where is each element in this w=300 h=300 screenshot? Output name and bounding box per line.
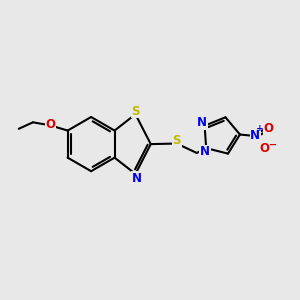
- Text: O: O: [260, 142, 269, 155]
- Text: N: N: [200, 146, 210, 158]
- Text: O: O: [46, 118, 56, 131]
- Text: O: O: [263, 122, 273, 135]
- Text: S: S: [131, 105, 140, 118]
- Text: N: N: [132, 172, 142, 184]
- Text: N: N: [250, 129, 260, 142]
- Text: −: −: [269, 140, 277, 150]
- Text: S: S: [172, 134, 181, 147]
- Text: +: +: [256, 124, 264, 133]
- Text: N: N: [197, 116, 207, 129]
